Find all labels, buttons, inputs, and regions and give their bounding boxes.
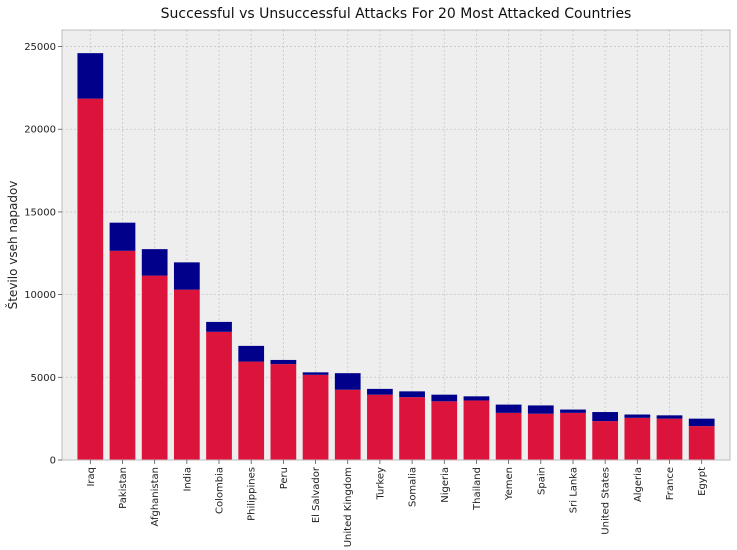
bar-successful-united-states — [592, 421, 619, 460]
x-tick-label: United Kingdom — [343, 467, 354, 547]
plot-frame — [61, 29, 731, 461]
y-tick-label: 10000 — [24, 290, 56, 301]
x-axis: Iraq Pakistan Afghanistan India Colombia Phil… — [86, 460, 708, 547]
bar-unsuccessful-sri-lanka — [560, 409, 586, 413]
chart-title: Successful vs Unsuccessful Attacks For 2… — [161, 6, 632, 22]
bar-unsuccessful-iraq — [77, 53, 104, 99]
bar-unsuccessful-thailand — [463, 396, 490, 401]
x-tick-label: Algeria — [633, 467, 644, 502]
bar-unsuccessful-algeria — [624, 414, 651, 418]
bar-unsuccessful-colombia — [206, 321, 232, 332]
x-tick-label: Thailand — [472, 467, 483, 511]
bar-successful-yemen — [495, 412, 522, 460]
bar-unsuccessful-yemen — [495, 404, 522, 413]
bar-successful-peru — [270, 364, 297, 460]
bar-unsuccessful-united-kingdom — [334, 373, 361, 390]
bar-successful-thailand — [463, 400, 490, 460]
y-tick-label: 15000 — [24, 207, 56, 218]
bar-unsuccessful-nigeria — [431, 394, 458, 402]
y-axis: 0 5000 10000 15000 20000 25000 — [24, 42, 62, 467]
bar-unsuccessful-somalia — [399, 391, 425, 398]
x-tick-label: Egypt — [697, 467, 708, 496]
bar-unsuccessful-egypt — [688, 418, 715, 427]
bar-successful-turkey — [367, 394, 393, 460]
x-tick-label: Somalia — [408, 467, 419, 507]
bars — [77, 53, 715, 460]
x-tick-label: India — [182, 467, 193, 492]
x-tick-label: Sri Lanka — [568, 467, 579, 513]
bar-successful-iraq — [77, 98, 104, 460]
y-tick-label: 0 — [50, 456, 56, 467]
bar-successful-france — [656, 418, 683, 460]
bar-unsuccessful-france — [656, 415, 683, 419]
bar-unsuccessful-spain — [527, 405, 554, 414]
x-tick-label: Turkey — [375, 467, 386, 501]
bar-unsuccessful-pakistan — [109, 222, 136, 251]
x-tick-label: Yemen — [504, 467, 515, 501]
y-tick-label: 5000 — [31, 373, 56, 384]
bar-successful-sri-lanka — [560, 412, 586, 460]
bar-successful-united-kingdom — [334, 389, 361, 460]
x-tick-label: Spain — [536, 467, 547, 495]
bar-successful-afghanistan — [141, 275, 168, 460]
bar-successful-india — [173, 289, 200, 460]
bar-successful-nigeria — [431, 401, 458, 460]
x-tick-label: Colombia — [215, 467, 226, 514]
x-tick-label: El Salvador — [311, 466, 322, 523]
bar-unsuccessful-philippines — [238, 345, 265, 362]
y-tick-label: 25000 — [24, 42, 56, 53]
x-tick-label: United States — [601, 467, 612, 535]
bar-successful-philippines — [238, 361, 265, 460]
y-tick-label: 20000 — [24, 125, 56, 136]
bar-successful-somalia — [399, 397, 425, 460]
bar-unsuccessful-india — [173, 262, 200, 290]
x-tick-label: France — [665, 467, 676, 500]
bar-unsuccessful-united-states — [592, 412, 619, 422]
bar-successful-el-salvador — [302, 374, 329, 460]
bar-successful-colombia — [206, 331, 232, 460]
bar-unsuccessful-peru — [270, 359, 297, 365]
bar-unsuccessful-el-salvador — [302, 372, 329, 375]
x-tick-label: Afghanistan — [150, 467, 161, 527]
bar-unsuccessful-afghanistan — [141, 249, 168, 276]
x-tick-label: Peru — [279, 467, 290, 489]
x-tick-label: Iraq — [86, 467, 97, 487]
plot-area — [62, 30, 730, 460]
bar-successful-egypt — [688, 426, 715, 460]
bar-successful-algeria — [624, 417, 651, 460]
bar-successful-spain — [527, 413, 554, 460]
bar-successful-pakistan — [109, 250, 136, 460]
x-tick-label: Pakistan — [118, 467, 129, 509]
x-tick-label: Philippines — [247, 467, 258, 521]
bar-unsuccessful-turkey — [367, 388, 393, 395]
y-axis-label: Število vseh napadov — [5, 181, 20, 310]
x-tick-label: Nigeria — [440, 467, 451, 503]
